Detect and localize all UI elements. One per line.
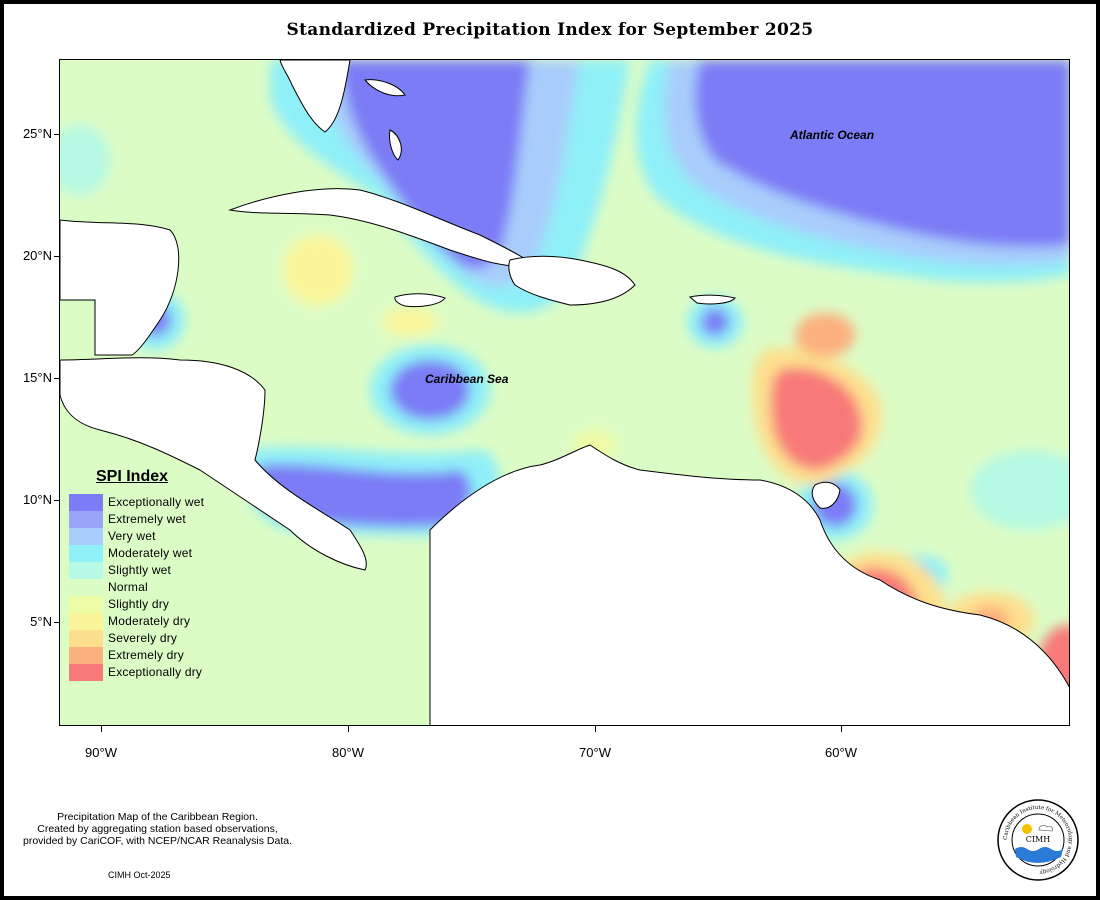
legend-label: Very wet — [108, 529, 156, 543]
dry-region-antilles-core — [770, 367, 863, 471]
lat-label-20n: 20°N — [22, 248, 52, 263]
land-puerto-rico — [688, 294, 736, 305]
legend-label: Extremely wet — [108, 512, 186, 526]
legend-item: Slightly wet — [69, 562, 329, 579]
lon-label-70w: 70°W — [579, 745, 611, 760]
slightly-wet-east — [970, 450, 1069, 530]
legend-item: Severely dry — [69, 630, 329, 647]
legend-item: Extremely dry — [69, 647, 329, 664]
lon-tick — [348, 726, 349, 732]
cimh-logo: Caribbean Institute for Meteorology and … — [997, 799, 1079, 881]
legend-label: Severely dry — [108, 631, 178, 645]
lat-tick — [54, 134, 59, 135]
land-jamaica — [394, 293, 446, 308]
lat-tick — [54, 500, 59, 501]
legend-label: Normal — [108, 580, 148, 594]
lon-label-80w: 80°W — [332, 745, 364, 760]
lat-label-10n: 10°N — [22, 492, 52, 507]
slightly-wet-gulf — [60, 125, 110, 195]
legend-swatch — [69, 647, 103, 664]
legend-item: Moderately dry — [69, 613, 329, 630]
lon-tick — [841, 726, 842, 732]
legend-label: Moderately dry — [108, 614, 191, 628]
legend-swatch — [69, 545, 103, 562]
land-grand-bahama — [364, 79, 406, 97]
legend-item: Exceptionally dry — [69, 664, 329, 681]
dry-region-jamaica — [382, 308, 438, 336]
legend-swatch — [69, 528, 103, 545]
land-yucatan — [60, 219, 180, 356]
legend-title: SPI Index — [96, 468, 169, 485]
credit-line-2: Created by aggregating station based obs… — [37, 823, 278, 835]
wet-region-atlantic-core — [695, 60, 1069, 247]
map-credit: Precipitation Map of the Caribbean Regio… — [5, 811, 310, 847]
legend-item: Moderately wet — [69, 545, 329, 562]
lon-label-90w: 90°W — [85, 745, 117, 760]
lon-tick — [595, 726, 596, 732]
legend-label: Exceptionally dry — [108, 665, 203, 679]
legend-item: Very wet — [69, 528, 329, 545]
credit-date: CIMH Oct-2025 — [108, 870, 171, 880]
lat-label-5n: 5°N — [30, 614, 52, 629]
legend-label: Slightly wet — [108, 563, 172, 577]
legend-swatch — [69, 562, 103, 579]
land-layer — [60, 60, 1069, 725]
lon-label-60w: 60°W — [825, 745, 857, 760]
legend-swatch — [69, 664, 103, 681]
spi-map: Atlantic Ocean Caribbean Sea — [59, 59, 1070, 726]
legend-swatch — [69, 613, 103, 630]
legend-swatch — [69, 596, 103, 613]
sun-icon — [1022, 824, 1032, 834]
credit-line-3: provided by CariCOF, with NCEP/NCAR Rean… — [22, 835, 292, 847]
label-caribbean: Caribbean Sea — [425, 372, 509, 386]
legend-item: Slightly dry — [69, 596, 329, 613]
wave-icon — [1015, 847, 1063, 863]
lat-tick — [54, 622, 59, 623]
wet-region-caribbean-core — [390, 360, 470, 420]
lat-label-15n: 15°N — [22, 370, 52, 385]
dry-region-barbuda — [795, 313, 855, 357]
legend-item: Extremely wet — [69, 511, 329, 528]
legend-label: Exceptionally wet — [108, 495, 205, 509]
spi-map-canvas — [60, 60, 1069, 725]
legend-item: Normal — [69, 579, 329, 596]
lat-tick — [54, 378, 59, 379]
legend-item: Exceptionally wet — [69, 494, 329, 511]
legend-swatch — [69, 579, 103, 596]
legend-label: Slightly dry — [108, 597, 170, 611]
legend-label: Extremely dry — [108, 648, 184, 662]
wet-region-puerto-rico-core — [701, 308, 729, 336]
land-hispaniola — [508, 255, 636, 306]
land-central-america — [60, 357, 367, 571]
land-south-america — [429, 444, 1069, 725]
label-atlantic: Atlantic Ocean — [790, 128, 875, 142]
lat-label-25n: 25°N — [22, 126, 52, 141]
credit-line-1: Precipitation Map of the Caribbean Regio… — [57, 811, 258, 823]
land-andros — [389, 129, 402, 161]
legend-label: Moderately wet — [108, 546, 193, 560]
legend-swatch — [69, 494, 103, 511]
map-title: Standardized Precipitation Index for Sep… — [286, 20, 814, 40]
logo-text: CIMH — [1026, 835, 1050, 844]
cloud-icon — [1038, 824, 1053, 832]
wet-region-bahamas-core — [340, 60, 530, 269]
legend-swatch — [69, 630, 103, 647]
land-trinidad — [811, 481, 841, 509]
dry-region-jamaica-west — [283, 235, 353, 305]
lon-tick — [101, 726, 102, 732]
land-florida — [279, 60, 351, 133]
lat-tick — [54, 256, 59, 257]
legend-swatch — [69, 511, 103, 528]
